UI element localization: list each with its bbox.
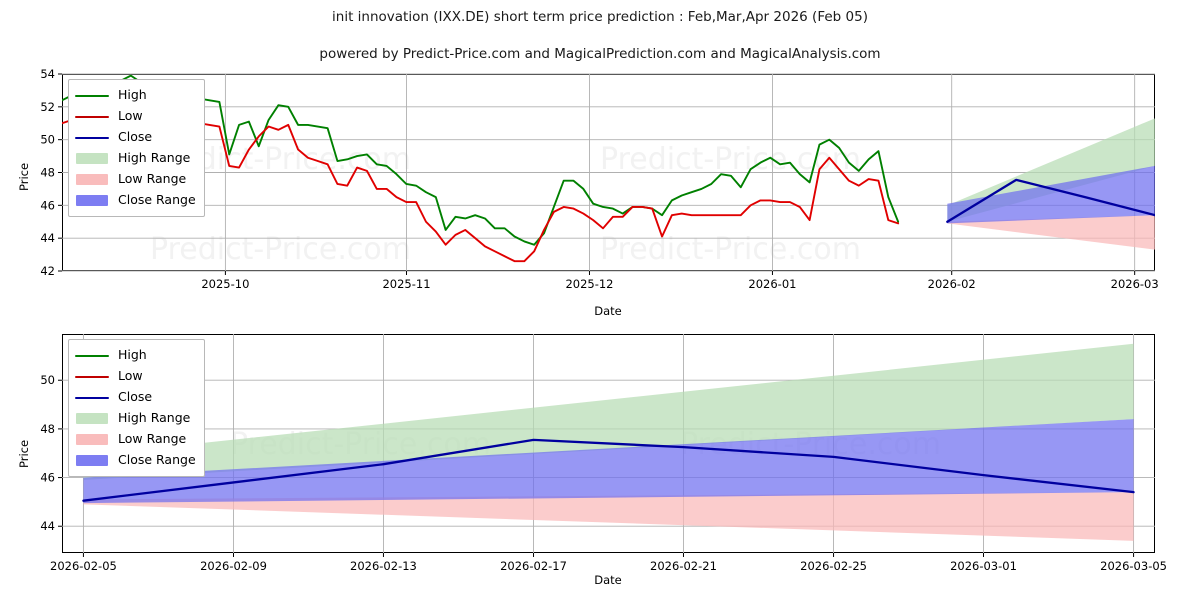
legend-swatch-icon — [75, 89, 109, 102]
x-axis-tick-label: 2026-01 — [748, 277, 796, 291]
legend-item-low: Low — [75, 366, 196, 387]
legend-swatch-icon — [75, 194, 109, 207]
watermark: Predict-Price.com — [600, 232, 861, 267]
watermark: Predict-Price.com — [150, 232, 411, 267]
top-chart-panel: Predict-Price.com Predict-Price.com Predic… — [17, 67, 1159, 318]
bottom-x-axis-label: Date — [594, 573, 622, 587]
legend-label: High — [118, 87, 147, 103]
x-axis-tick-label: 2025-10 — [201, 277, 249, 291]
legend-item-low-range: Low Range — [75, 169, 196, 190]
series-close — [946, 178, 1155, 223]
legend-item-high-range: High Range — [75, 408, 196, 429]
legend-swatch-icon — [75, 349, 109, 362]
x-axis-tick-label: 2026-02-21 — [650, 559, 717, 573]
legend-label: Low — [118, 108, 143, 124]
x-axis-tick-label: 2026-03 — [1111, 277, 1159, 291]
x-axis-tick-label: 2026-02-09 — [200, 559, 267, 573]
top-legend: High Low Close High Range Low Range Close Ran… — [68, 79, 205, 217]
y-axis-tick-label: 54 — [40, 67, 55, 81]
gridlines — [62, 73, 1155, 272]
band-low-range — [947, 215, 1155, 250]
band-close-range — [947, 165, 1155, 224]
legend-label: High Range — [118, 410, 191, 426]
band-close-range — [83, 419, 1134, 504]
legend-item-low-range: Low Range — [75, 429, 196, 450]
y-axis-tick-label: 44 — [40, 519, 55, 533]
y-axis-tick-label: 48 — [40, 422, 55, 436]
bottom-chart-canvas: Predict-Price.comPredict-Price.com444648… — [40, 334, 1167, 573]
y-axis-tick-label: 44 — [40, 231, 55, 245]
x-axis-tick-label: 2026-03-05 — [1100, 559, 1167, 573]
page-title: init innovation (IXX.DE) short term pric… — [332, 9, 868, 25]
legend-item-close-range: Close Range — [75, 450, 196, 471]
legend-swatch-icon — [75, 391, 109, 404]
legend-swatch-icon — [75, 173, 109, 186]
top-y-axis-label: Price — [17, 162, 31, 191]
x-axis-tick-label: 2026-02-05 — [50, 559, 117, 573]
legend-swatch-icon — [75, 110, 109, 123]
legend-label: Low Range — [118, 431, 187, 447]
x-axis-tick-label: 2026-02-17 — [500, 559, 567, 573]
x-axis-tick-label: 2026-02-13 — [350, 559, 417, 573]
legend-swatch-icon — [75, 370, 109, 383]
y-axis-tick-label: 46 — [40, 198, 55, 212]
page-subtitle: powered by Predict-Price.com and Magical… — [319, 46, 881, 62]
x-axis-tick-label: 2025-12 — [565, 277, 613, 291]
legend-label: High Range — [118, 150, 191, 166]
legend-label: Close Range — [118, 192, 196, 208]
watermark: Predict-Price.com — [600, 142, 861, 177]
legend-item-high-range: High Range — [75, 148, 196, 169]
legend-item-close-range: Close Range — [75, 190, 196, 211]
bottom-y-axis-label: Price — [17, 439, 31, 468]
x-axis-tick-label: 2026-02 — [928, 277, 976, 291]
legend-label: Close — [118, 129, 153, 145]
band-high-range — [83, 343, 1134, 480]
legend-label: Low Range — [118, 171, 187, 187]
legend-item-high: High — [75, 85, 196, 106]
top-x-axis-label: Date — [594, 304, 622, 318]
y-axis-tick-label: 48 — [40, 166, 55, 180]
legend-label: Close Range — [118, 452, 196, 468]
top-chart-canvas: Predict-Price.com Predict-Price.com Predic… — [40, 67, 1159, 291]
legend-label: Close — [118, 389, 153, 405]
y-axis-tick-label: 46 — [40, 471, 55, 485]
bottom-legend: High Low Close High Range Low Range Close Ran… — [68, 339, 205, 477]
legend-swatch-icon — [75, 433, 109, 446]
legend-swatch-icon — [75, 454, 109, 467]
legend-item-low: Low — [75, 106, 196, 127]
band-low-range — [83, 492, 1134, 541]
x-axis-tick-label: 2026-02-25 — [800, 559, 867, 573]
legend-swatch-icon — [75, 131, 109, 144]
x-axis-tick-label: 2025-11 — [382, 277, 430, 291]
y-axis-tick-label: 50 — [40, 133, 55, 147]
legend-item-close: Close — [75, 127, 196, 148]
y-axis-tick-label: 52 — [40, 100, 55, 114]
legend-swatch-icon — [75, 152, 109, 165]
legend-item-high: High — [75, 345, 196, 366]
x-axis-tick-label: 2026-03-01 — [950, 559, 1017, 573]
y-axis-tick-label: 50 — [40, 373, 55, 387]
series-close — [82, 438, 1135, 502]
legend-item-close: Close — [75, 387, 196, 408]
bottom-chart-panel: Predict-Price.comPredict-Price.com444648… — [0, 320, 1200, 600]
legend-label: Low — [118, 368, 143, 384]
legend-swatch-icon — [75, 412, 109, 425]
legend-label: High — [118, 347, 147, 363]
y-axis-tick-label: 42 — [40, 264, 55, 278]
